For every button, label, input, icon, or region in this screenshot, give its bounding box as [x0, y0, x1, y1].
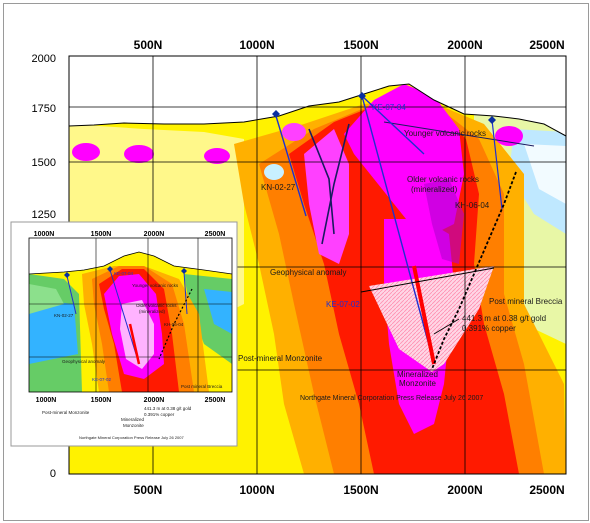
inset-label-credit: Northgate Mineral Corporation Press Rele…: [79, 435, 184, 440]
inset-label-post-mineral-breccia: Post mineral Breccia: [181, 384, 223, 389]
inset-label-post-mineral-monzonite: Post-mineral Monzonite: [42, 410, 90, 415]
inset-label-ke-07-02: KE-07-02: [92, 377, 112, 382]
inset-label-older-volcanic: Older volcanic rocks: [136, 303, 177, 308]
pink-anomaly-2: [124, 145, 154, 163]
top-tick-1000n: 1000N: [239, 38, 274, 52]
bottom-tick-1000n: 1000N: [239, 483, 274, 497]
breccia-top-line: [360, 267, 495, 293]
inset-label-monzonite: Monzonite: [123, 423, 144, 428]
sky-above-topography: [69, 56, 566, 136]
label-intercept-gold: 441.3 m at 0.38 g/t gold: [462, 314, 546, 323]
contact-line-younger: [383, 121, 535, 147]
inset-top-tick-2000n: 2000N: [144, 231, 165, 238]
bottom-tick-1500n: 1500N: [343, 483, 378, 497]
inset-bottom-tick-2000n: 2000N: [144, 397, 165, 404]
inset-label-mineralized: Mineralized: [121, 417, 145, 422]
cyan-spot: [264, 164, 284, 180]
collar-kn-02-27: [272, 110, 280, 118]
y-tick-2000: 2000: [32, 53, 56, 65]
drillhole-ke-07-04: [361, 95, 425, 155]
top-tick-2500n: 2500N: [529, 38, 564, 52]
top-tick-500n: 500N: [134, 38, 163, 52]
bottom-tick-2500n: 2500N: [529, 483, 564, 497]
y-tick-1500: 1500: [32, 157, 56, 169]
purple-core: [424, 179, 464, 264]
fault-line-west: [308, 128, 335, 235]
label-intercept-copper: 0.391% copper: [462, 324, 516, 333]
label-ke-07-02: KE-07-02: [326, 300, 360, 309]
y-tick-1750: 1750: [32, 103, 56, 115]
hatched-mineralized-zone: [369, 266, 494, 372]
y-tick-0: 0: [50, 468, 56, 480]
bottom-tick-2000n: 2000N: [447, 483, 482, 497]
inset-section-body: [29, 238, 232, 392]
label-older-volcanic: Older volcanic rocks: [407, 175, 479, 184]
label-younger-volcanic: Younger volcanic rocks: [404, 129, 486, 138]
inset-bottom-tick-2500n: 2500N: [205, 397, 226, 404]
intercept-leader: [433, 318, 460, 335]
inset-label-intercept-copper: 0.391% copper: [144, 412, 175, 417]
inset-label-kh-06-04: KH-06-04: [164, 322, 184, 327]
magenta-western-lobe: [304, 129, 349, 264]
inset-label-geophysical-anomaly: Geophysical anomaly: [62, 359, 106, 364]
collar-ke-07: [358, 92, 366, 100]
pink-anomaly-4: [282, 123, 306, 141]
drillhole-kh-06-04: [491, 119, 503, 210]
inset-top-tick-1500n: 1500N: [91, 231, 112, 238]
bottom-tick-500n: 500N: [134, 483, 163, 497]
inset-bottom-tick-1500n: 1500N: [91, 397, 112, 404]
inset-label-ke-07-04: KE-07-04: [114, 271, 134, 276]
geological-cross-section: 500N 1000N 1500N 2000N 2500N 500N 1000N …: [10, 38, 567, 497]
topography-surface: [69, 83, 566, 137]
label-kh-06-04: KH-06-04: [455, 201, 490, 210]
white-zone-east: [524, 144, 566, 204]
drillhole-ke-07-02: [361, 95, 435, 365]
inset-label-kn-02-27: KN-02-27: [54, 313, 74, 318]
label-monzonite: Monzonite: [399, 379, 436, 388]
drillhole-kn-02-27: [275, 115, 307, 217]
label-mineralized: Mineralized: [397, 370, 438, 379]
label-credit: Northgate Mineral Corporation Press Rele…: [300, 395, 483, 402]
fault-line-central: [321, 123, 350, 245]
figure-frame: 500N 1000N 1500N 2000N 2500N 500N 1000N …: [3, 3, 589, 521]
inset-label-younger-volcanic: Younger volcanic rocks: [132, 283, 179, 288]
label-post-mineral-breccia: Post mineral Breccia: [489, 297, 563, 306]
inset-top-tick-1000n: 1000N: [34, 231, 55, 238]
label-older-volcanic-mineralized: (mineralized): [411, 185, 458, 194]
pink-anomaly-3: [204, 148, 230, 164]
top-tick-2000n: 2000N: [447, 38, 482, 52]
inset-label-intercept-gold: 441.3 m at 0.38 g/t gold: [144, 406, 192, 411]
label-post-mineral-monzonite: Post-mineral Monzonite: [238, 354, 323, 363]
collar-kh-06-04: [488, 116, 496, 124]
label-kn-02-27: KN-02-27: [261, 183, 296, 192]
main-section-body: [69, 56, 566, 474]
inset-plot-border: [28, 237, 233, 393]
inset-top-tick-2500n: 2500N: [205, 231, 226, 238]
pink-anomaly-5: [495, 126, 523, 146]
top-tick-1500n: 1500N: [343, 38, 378, 52]
pink-anomaly-1: [72, 143, 100, 161]
label-geophysical-anomaly: Geophysical anomaly: [270, 268, 346, 277]
dashed-breccia-contact: [431, 171, 517, 370]
y-tick-1250: 1250: [32, 209, 56, 221]
inset-bottom-tick-1000n: 1000N: [36, 397, 57, 404]
label-ke-07-04: KE-07-04: [372, 103, 406, 112]
inset-label-older-volcanic-mineralized: (mineralized): [139, 309, 166, 314]
